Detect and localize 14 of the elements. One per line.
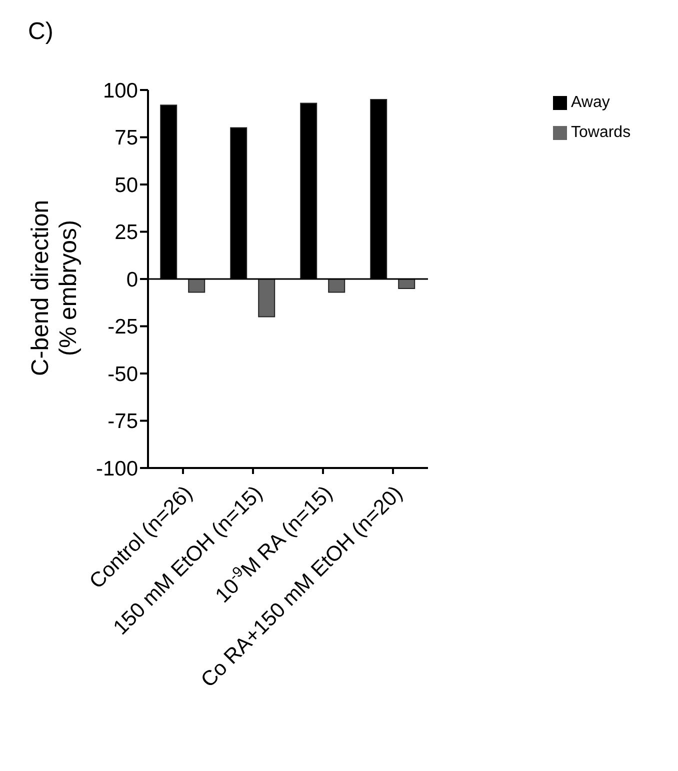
legend-label: Towards xyxy=(571,124,631,141)
y-tick-label: 0 xyxy=(126,268,138,292)
y-tick-label: 75 xyxy=(114,126,138,150)
y-tick-label: 25 xyxy=(114,221,138,244)
y-tick-label: -75 xyxy=(108,410,138,434)
y-tick-label: 50 xyxy=(114,174,138,197)
bar xyxy=(258,278,276,318)
y-tick-label: -25 xyxy=(108,316,138,339)
legend-label: Away xyxy=(571,94,610,111)
y-axis-title: C-bend direction (% embryos) xyxy=(27,200,82,376)
y-tick-label: -50 xyxy=(108,362,138,386)
y-tick-label: -100 xyxy=(96,457,138,480)
y-tick-label: 100 xyxy=(102,79,138,102)
text: C) xyxy=(28,18,54,46)
